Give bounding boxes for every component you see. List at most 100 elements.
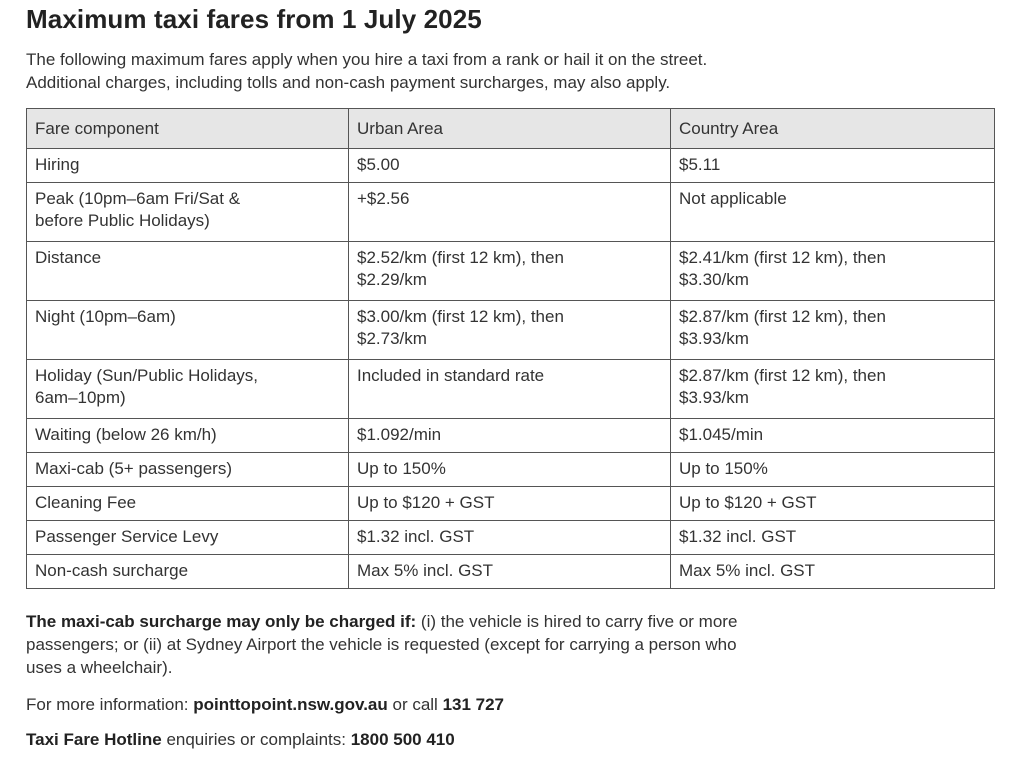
intro-line: Additional charges, including tolls and … <box>26 73 671 92</box>
table-row: Passenger Service Levy $1.32 incl. GST $1.… <box>26 520 995 555</box>
maxi-cab-note-heading: The maxi-cab surcharge may only be charg… <box>26 612 417 631</box>
cell-text: $2.73/km <box>357 329 427 348</box>
cell-country-area: $2.87/km (first 12 km), then $3.93/km <box>670 300 995 360</box>
cell-fare-component: Night (10pm–6am) <box>26 300 349 360</box>
cell-text: $1.045/min <box>679 425 764 444</box>
cell-text: Up to $120 + GST <box>357 493 495 512</box>
cell-urban-area: $1.32 incl. GST <box>348 520 671 555</box>
cell-text: Max 5% incl. GST <box>357 561 494 580</box>
cell-country-area: Up to 150% <box>670 452 995 487</box>
cell-country-area: $2.41/km (first 12 km), then $3.30/km <box>670 241 995 301</box>
intro-text: The following maximum fares apply when y… <box>26 48 707 94</box>
table-header-row: Fare component Urban Area Country Area <box>26 108 995 149</box>
cell-country-area: Max 5% incl. GST <box>670 554 995 589</box>
table-row: Non-cash surcharge Max 5% incl. GST Max 5%… <box>26 554 995 589</box>
cell-text: Up to 150% <box>357 459 446 478</box>
table-row: Peak (10pm–6am Fri/Sat & before Public Ho… <box>26 182 995 242</box>
cell-text: Passenger Service Levy <box>35 527 219 546</box>
cell-text: +$2.56 <box>357 189 410 208</box>
cell-text: $1.092/min <box>357 425 442 444</box>
table-row: Distance $2.52/km (first 12 km), then $2.2… <box>26 241 995 301</box>
cell-country-area: Up to $120 + GST <box>670 486 995 521</box>
intro-line: The following maximum fares apply when y… <box>26 50 708 69</box>
cell-text: Distance <box>35 248 102 267</box>
cell-fare-component: Cleaning Fee <box>26 486 349 521</box>
cell-fare-component: Non-cash surcharge <box>26 554 349 589</box>
note-text: or call <box>387 695 443 714</box>
header-fare-component: Fare component <box>26 108 349 149</box>
cell-text: Maxi-cab (5+ passengers) <box>35 459 233 478</box>
hotline-line: Taxi Fare Hotline enquiries or complaint… <box>26 728 455 751</box>
cell-text: Holiday (Sun/Public Holidays, <box>35 366 258 385</box>
cell-text: $2.41/km (first 12 km), then <box>679 248 886 267</box>
cell-text: before Public Holidays) <box>35 211 210 230</box>
cell-country-area: Not applicable <box>670 182 995 242</box>
cell-text: Max 5% incl. GST <box>679 561 816 580</box>
hotline-phone-number: 1800 500 410 <box>350 730 455 749</box>
cell-urban-area: $2.52/km (first 12 km), then $2.29/km <box>348 241 671 301</box>
cell-urban-area: Up to $120 + GST <box>348 486 671 521</box>
cell-text: Not applicable <box>679 189 787 208</box>
cell-text: $2.29/km <box>357 270 427 289</box>
cell-text: Night (10pm–6am) <box>35 307 176 326</box>
table-row: Maxi-cab (5+ passengers) Up to 150% Up to … <box>26 452 995 487</box>
cell-country-area: $1.045/min <box>670 418 995 453</box>
cell-fare-component: Maxi-cab (5+ passengers) <box>26 452 349 487</box>
note-text: For more information: <box>26 695 194 714</box>
fare-table-body: Hiring $5.00 $5.11 Peak (10pm–6am Fri/Sat &… <box>26 148 995 589</box>
cell-country-area: $2.87/km (first 12 km), then $3.93/km <box>670 359 995 419</box>
note-text: (i) the vehicle is hired to carry five o… <box>416 612 738 631</box>
note-text: uses a wheelchair). <box>26 658 173 677</box>
page-title: Maximum taxi fares from 1 July 2025 <box>26 4 482 34</box>
cell-urban-area: $5.00 <box>348 148 671 183</box>
website-link[interactable]: pointtopoint.nsw.gov.au <box>193 695 388 714</box>
cell-text: $1.32 incl. GST <box>679 527 797 546</box>
table-row: Night (10pm–6am) $3.00/km (first 12 km), … <box>26 300 995 360</box>
cell-urban-area: $1.092/min <box>348 418 671 453</box>
cell-text: $2.87/km (first 12 km), then <box>679 307 886 326</box>
header-urban-area: Urban Area <box>348 108 671 149</box>
cell-fare-component: Waiting (below 26 km/h) <box>26 418 349 453</box>
more-info-line: For more information: pointtopoint.nsw.g… <box>26 693 504 716</box>
cell-text: Cleaning Fee <box>35 493 137 512</box>
maxi-cab-note: The maxi-cab surcharge may only be charg… <box>26 610 998 679</box>
cell-country-area: $5.11 <box>670 148 995 183</box>
notes-section: The maxi-cab surcharge may only be charg… <box>26 610 998 749</box>
cell-text: 6am–10pm) <box>35 388 126 407</box>
header-country-area: Country Area <box>670 108 995 149</box>
cell-text: Peak (10pm–6am Fri/Sat & <box>35 189 241 208</box>
cell-country-area: $1.32 incl. GST <box>670 520 995 555</box>
cell-text: $1.32 incl. GST <box>357 527 475 546</box>
cell-text: $3.00/km (first 12 km), then <box>357 307 564 326</box>
cell-text: Included in standard rate <box>357 366 545 385</box>
cell-urban-area: Included in standard rate <box>348 359 671 419</box>
hotline-label: Taxi Fare Hotline <box>26 730 162 749</box>
cell-urban-area: Max 5% incl. GST <box>348 554 671 589</box>
cell-text: $3.93/km <box>679 388 749 407</box>
cell-urban-area: $3.00/km (first 12 km), then $2.73/km <box>348 300 671 360</box>
cell-urban-area: Up to 150% <box>348 452 671 487</box>
cell-text: $5.11 <box>679 155 721 174</box>
cell-text: Waiting (below 26 km/h) <box>35 425 217 444</box>
table-row: Hiring $5.00 $5.11 <box>26 148 995 183</box>
info-phone-number: 131 727 <box>442 695 505 714</box>
cell-text: $2.87/km (first 12 km), then <box>679 366 886 385</box>
cell-text: Up to 150% <box>679 459 768 478</box>
cell-fare-component: Holiday (Sun/Public Holidays, 6am–10pm) <box>26 359 349 419</box>
cell-fare-component: Distance <box>26 241 349 301</box>
cell-urban-area: +$2.56 <box>348 182 671 242</box>
fare-table: Fare component Urban Area Country Area H… <box>26 108 995 589</box>
table-row: Holiday (Sun/Public Holidays, 6am–10pm) In… <box>26 359 995 419</box>
cell-text: $3.30/km <box>679 270 749 289</box>
cell-text: Hiring <box>35 155 80 174</box>
cell-text: $2.52/km (first 12 km), then <box>357 248 564 267</box>
cell-text: $3.93/km <box>679 329 749 348</box>
cell-text: $5.00 <box>357 155 400 174</box>
table-row: Cleaning Fee Up to $120 + GST Up to $120 +… <box>26 486 995 521</box>
cell-fare-component: Peak (10pm–6am Fri/Sat & before Public Ho… <box>26 182 349 242</box>
note-text: passengers; or (ii) at Sydney Airport th… <box>26 635 737 654</box>
cell-text: Up to $120 + GST <box>679 493 817 512</box>
cell-fare-component: Hiring <box>26 148 349 183</box>
note-text: enquiries or complaints: <box>161 730 351 749</box>
cell-text: Non-cash surcharge <box>35 561 189 580</box>
